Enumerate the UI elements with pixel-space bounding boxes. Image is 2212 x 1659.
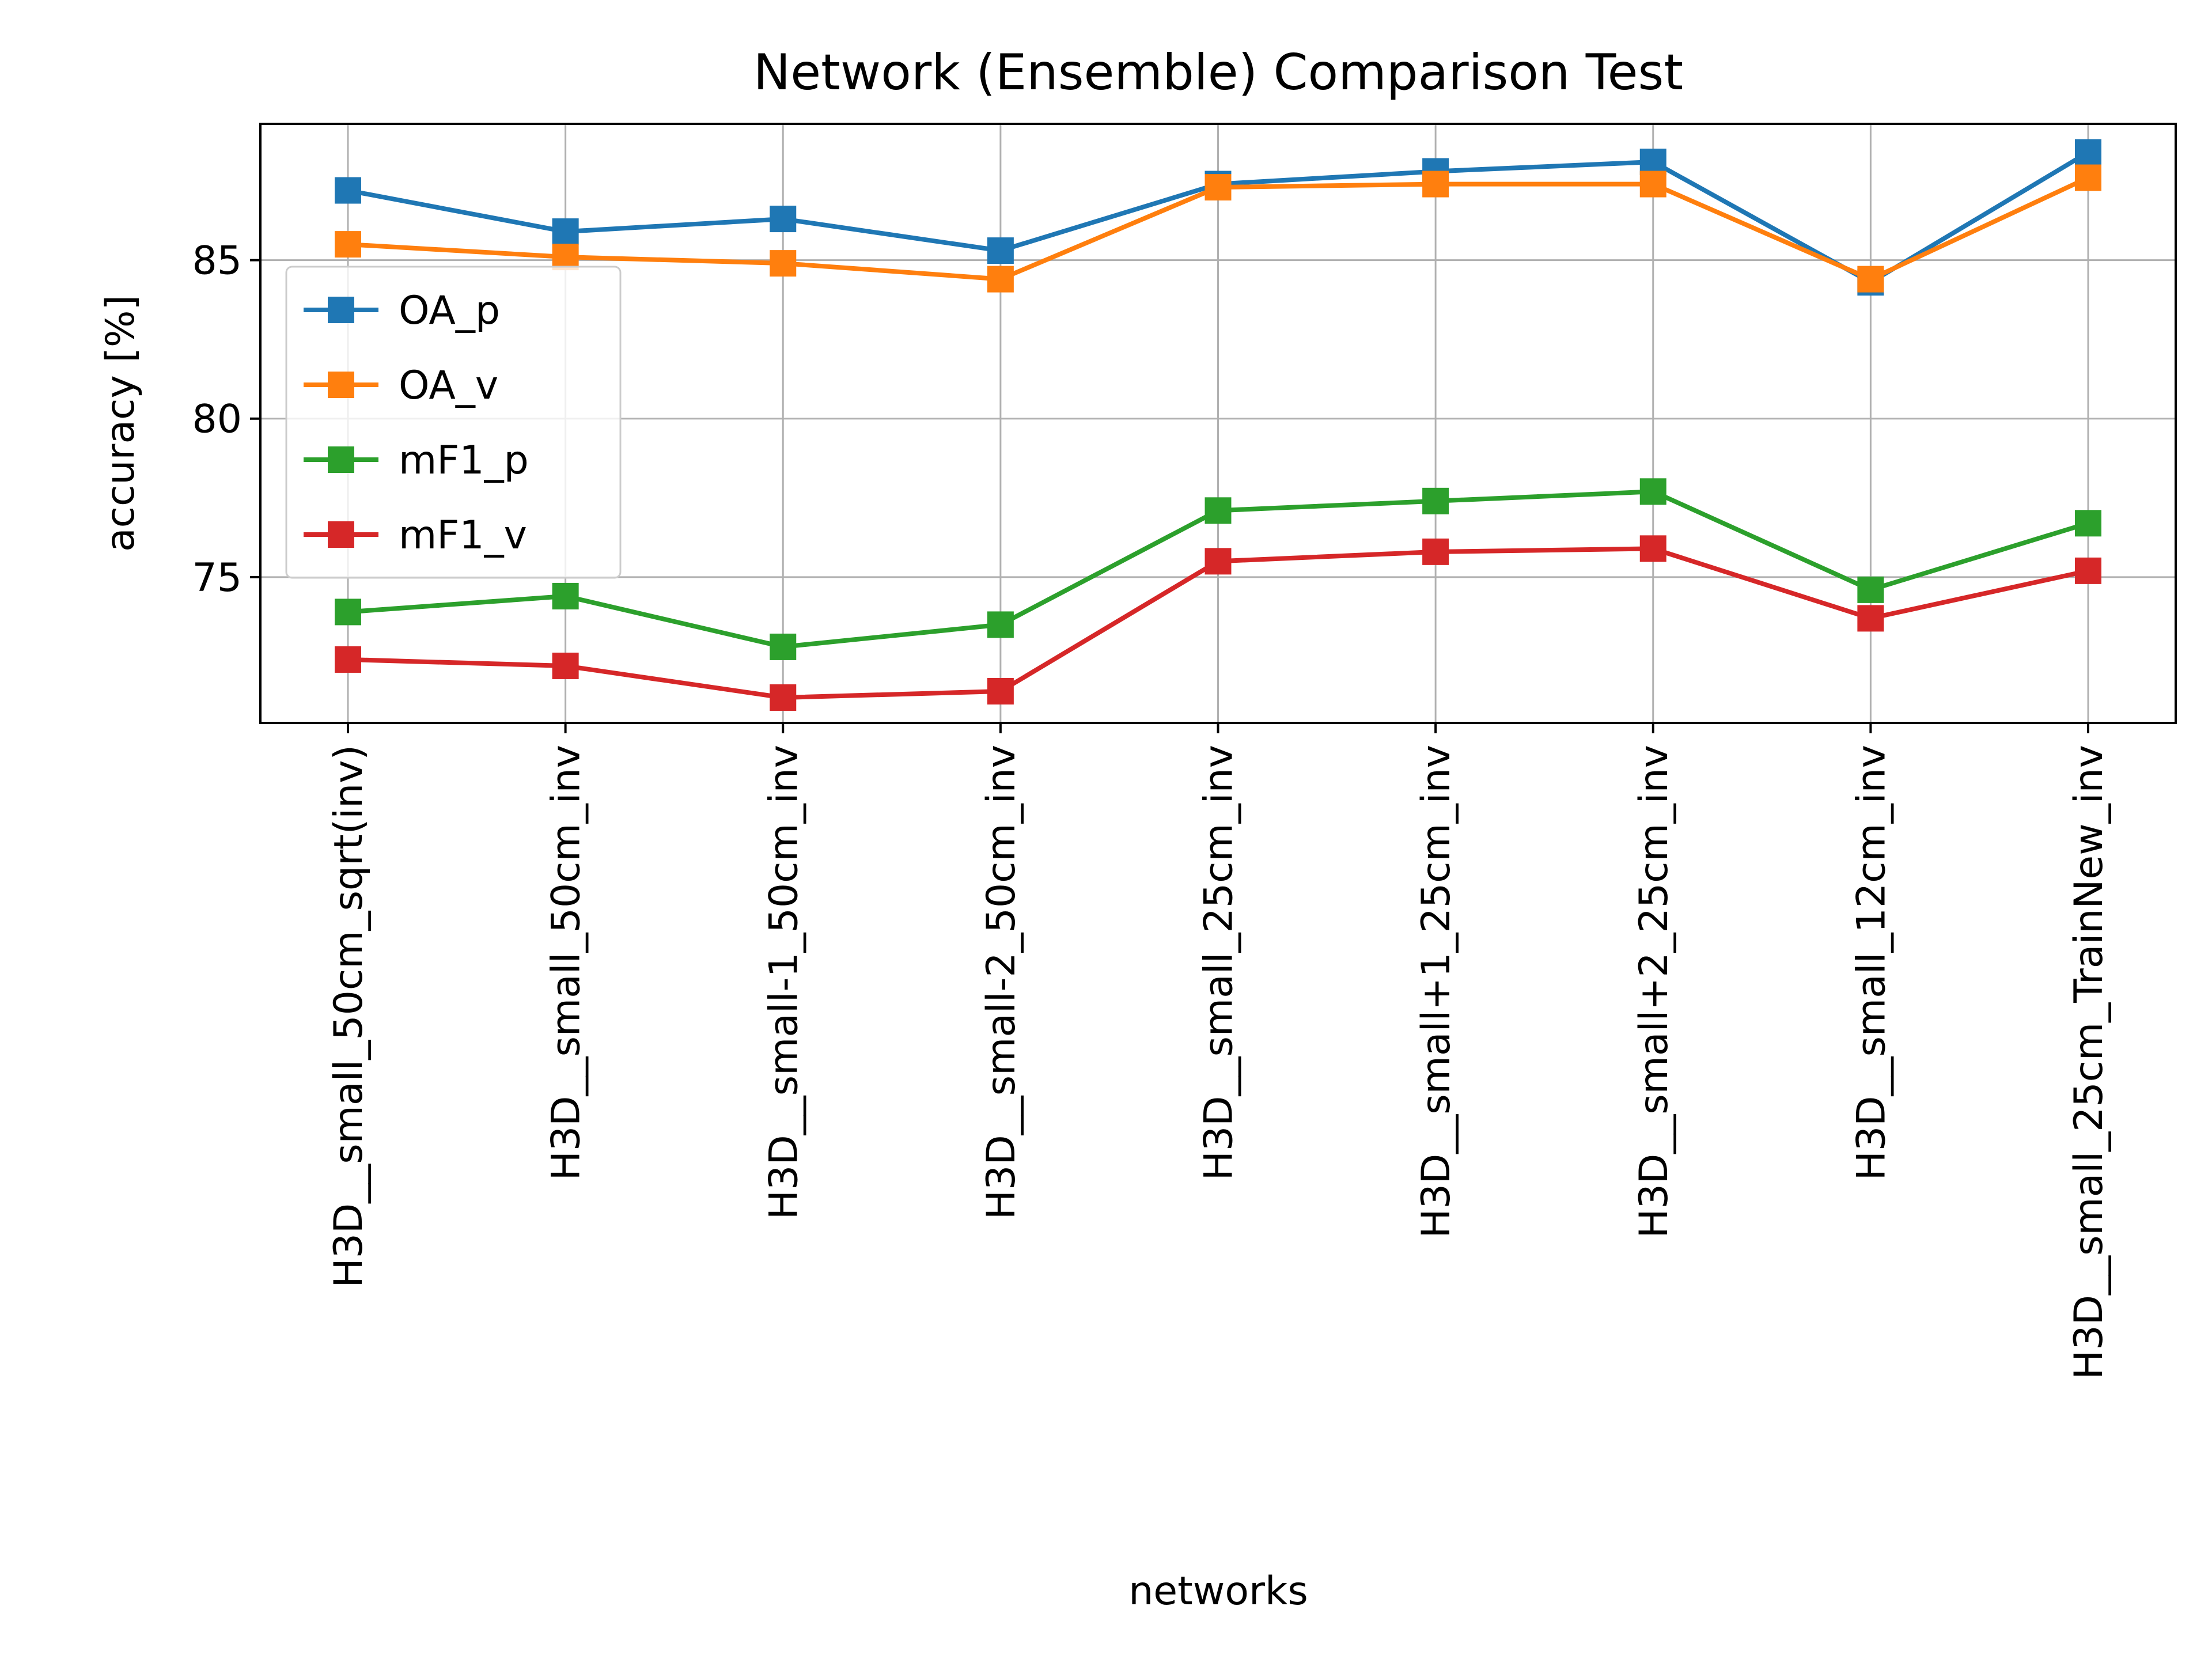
data-point-marker [2075,164,2101,191]
x-tick-label: H3D__small-1_50cm_inv [761,745,806,1219]
legend-marker [328,446,354,473]
data-point-marker [2075,139,2101,166]
legend-item: OA_v [304,363,498,408]
data-point-marker [1857,605,1884,632]
series-OA_v [335,164,2101,293]
data-point-marker [1639,478,1666,505]
legend-marker [328,521,354,548]
series-mF1_v [335,535,2101,711]
data-point-marker [1422,538,1449,565]
data-point-marker [1639,149,1666,176]
data-point-marker [1422,487,1449,514]
x-axis-label: networks [1128,1569,1308,1614]
legend-label: mF1_v [399,513,527,558]
data-point-marker [1639,171,1666,198]
legend-box [285,266,622,579]
x-tick-label: H3D__small+2_25cm_inv [1631,745,1677,1238]
x-axis-ticks: H3D__small_50cm_sqrt(inv) H3D__small_50cm… [326,723,2112,1380]
x-tick-label: H3D__small_50cm_inv [544,745,589,1180]
legend-marker [328,372,354,398]
data-point-marker [335,646,361,673]
legend-item: OA_p [304,288,500,334]
y-axis-ticks: 75 80 85 [192,238,260,601]
y-tick-label: 75 [192,555,242,601]
data-point-marker [1857,266,1884,293]
data-point-marker [552,218,579,245]
data-point-marker [987,266,1014,293]
data-point-marker [1205,548,1232,575]
data-point-marker [1205,174,1232,201]
x-tick-label: H3D__small_50cm_sqrt(inv) [326,745,372,1288]
data-point-marker [552,652,579,679]
data-point-marker [335,231,361,258]
data-point-marker [987,677,1014,704]
data-point-marker [770,633,797,660]
data-point-marker [770,250,797,277]
legend: OA_p OA_v mF1_p mF1_v [285,266,622,579]
legend-label: OA_v [399,363,498,408]
data-point-marker [770,206,797,233]
data-point-marker [1205,497,1232,524]
data-point-marker [335,177,361,204]
data-point-marker [335,599,361,626]
x-tick-label: H3D__small+1_25cm_inv [1414,745,1459,1238]
x-tick-label: H3D__small-2_50cm_inv [979,745,1024,1219]
data-point-marker [1639,535,1666,562]
y-axis-label: accuracy [%] [98,295,143,552]
data-point-marker [552,244,579,271]
data-point-marker [987,237,1014,264]
data-point-marker [2075,510,2101,537]
data-point-marker [2075,557,2101,584]
legend-label: OA_p [399,288,500,334]
data-point-marker [1422,171,1449,198]
data-point-marker [552,582,579,609]
series-mF1_p [335,478,2101,660]
legend-item: mF1_v [304,513,527,558]
y-tick-label: 80 [192,397,242,442]
x-tick-label: H3D__small_25cm_inv [1196,745,1242,1180]
legend-label: mF1_p [399,438,529,483]
data-point-marker [770,684,797,711]
series-lines [335,139,2101,711]
data-point-marker [1857,576,1884,603]
legend-marker [328,297,354,323]
chart-title: Network (Ensemble) Comparison Test [753,44,1683,101]
x-tick-label: H3D__small_25cm_TrainNew_inv [2066,745,2112,1380]
data-point-marker [987,611,1014,638]
legend-item: mF1_p [304,438,529,483]
y-tick-label: 85 [192,238,242,284]
x-tick-label: H3D__small_12cm_inv [1849,745,1894,1180]
